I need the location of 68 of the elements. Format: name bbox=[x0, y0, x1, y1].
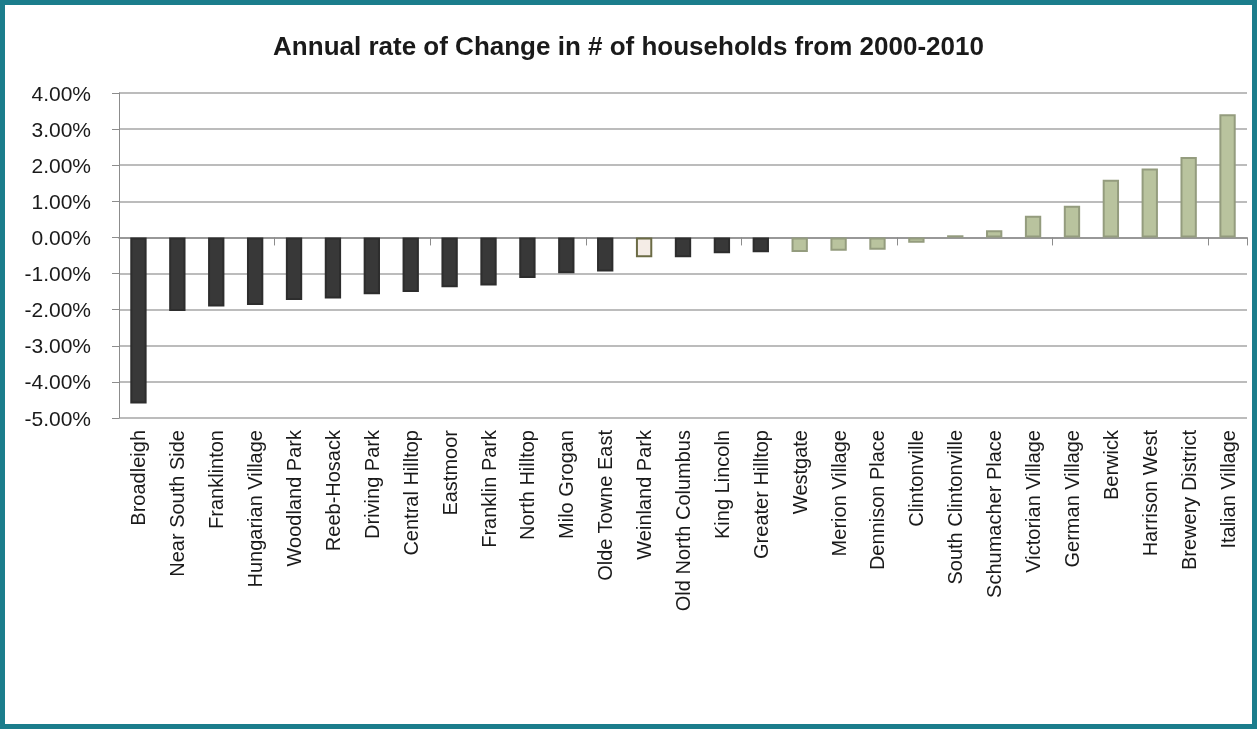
x-tick-label: Old North Columbus bbox=[672, 430, 694, 612]
chart-title: Annual rate of Change in # of households from 2000-2010 bbox=[273, 31, 984, 61]
bar bbox=[791, 237, 808, 252]
bar bbox=[1024, 215, 1042, 238]
x-tick-label: Dennison Place bbox=[866, 430, 889, 571]
bar bbox=[208, 237, 225, 307]
x-tick-label: Clintonville bbox=[905, 430, 928, 527]
y-tick-label: -1.00% bbox=[24, 262, 91, 286]
y-tick-label: -5.00% bbox=[24, 406, 91, 430]
bar bbox=[169, 237, 186, 312]
y-tick-label: 2.00% bbox=[31, 153, 91, 177]
x-tick-label: South Clintonville bbox=[944, 430, 967, 585]
y-tick-label: -2.00% bbox=[24, 298, 91, 322]
x-tick-label: Berwick bbox=[1099, 429, 1122, 501]
y-tick-label: -3.00% bbox=[24, 334, 91, 358]
x-tick-label: Brewery District bbox=[1177, 429, 1200, 571]
y-tick-label: 3.00% bbox=[31, 117, 91, 141]
x-tick-label: Near South Side bbox=[166, 430, 189, 577]
x-tick-label: Victorian Village bbox=[1022, 430, 1045, 573]
x-tick-label: Driving Park bbox=[360, 429, 383, 539]
x-tick-label: Woodland Park bbox=[283, 429, 306, 567]
x-tick-label: Italian Village bbox=[1216, 430, 1239, 549]
bar bbox=[558, 237, 575, 274]
bar bbox=[1219, 114, 1236, 238]
bar bbox=[752, 237, 769, 253]
x-tick-label: Milo Grogan bbox=[555, 430, 578, 539]
x-tick-label: Merion Village bbox=[827, 430, 850, 557]
bar bbox=[986, 230, 1003, 238]
bar bbox=[441, 237, 458, 288]
x-tick-label: Schumacher Place bbox=[983, 430, 1006, 598]
x-tick-label: Hungarian Village bbox=[244, 430, 267, 588]
x-tick-label: Broadleigh bbox=[127, 430, 150, 526]
x-tick-label: Reeb-Hosack bbox=[321, 429, 344, 552]
y-tick-label: 4.00% bbox=[31, 81, 91, 105]
bar bbox=[1102, 179, 1120, 238]
x-tick-label: Weinland Park bbox=[633, 429, 656, 560]
bar bbox=[869, 237, 886, 250]
bar bbox=[908, 237, 925, 243]
bar bbox=[324, 237, 342, 299]
bar bbox=[519, 237, 536, 278]
bar bbox=[674, 237, 692, 258]
bar bbox=[130, 237, 147, 404]
x-tick-label: Harrison West bbox=[1138, 429, 1161, 557]
bar bbox=[713, 237, 731, 254]
bar bbox=[1063, 205, 1081, 238]
x-tick-label: King Lincoln bbox=[710, 430, 733, 539]
x-tick-label: Olde Towne East bbox=[594, 429, 617, 581]
x-tick-label: Westgate bbox=[788, 430, 811, 515]
x-tick-label: Central Hilltop bbox=[399, 430, 422, 556]
bar bbox=[597, 237, 614, 272]
bar bbox=[363, 237, 380, 295]
x-tick-label: Greater Hilltop bbox=[749, 430, 772, 559]
bar bbox=[285, 237, 303, 300]
bar bbox=[402, 237, 419, 292]
x-tick-label: German Village bbox=[1060, 430, 1083, 568]
x-tick-label: Franklinton bbox=[205, 430, 228, 529]
y-tick-label: -4.00% bbox=[24, 370, 91, 394]
bar bbox=[480, 237, 497, 286]
y-tick-label: 0.00% bbox=[31, 225, 91, 249]
bar bbox=[1141, 168, 1158, 238]
x-tick-label: Eastmoor bbox=[438, 429, 461, 516]
x-tick-label: Franklin Park bbox=[477, 429, 500, 548]
x-tick-label: North Hilltop bbox=[516, 430, 539, 541]
bar bbox=[635, 237, 653, 258]
bar bbox=[1180, 156, 1197, 238]
bar bbox=[830, 237, 847, 251]
bar bbox=[246, 237, 264, 305]
y-tick-label: 1.00% bbox=[31, 189, 91, 213]
